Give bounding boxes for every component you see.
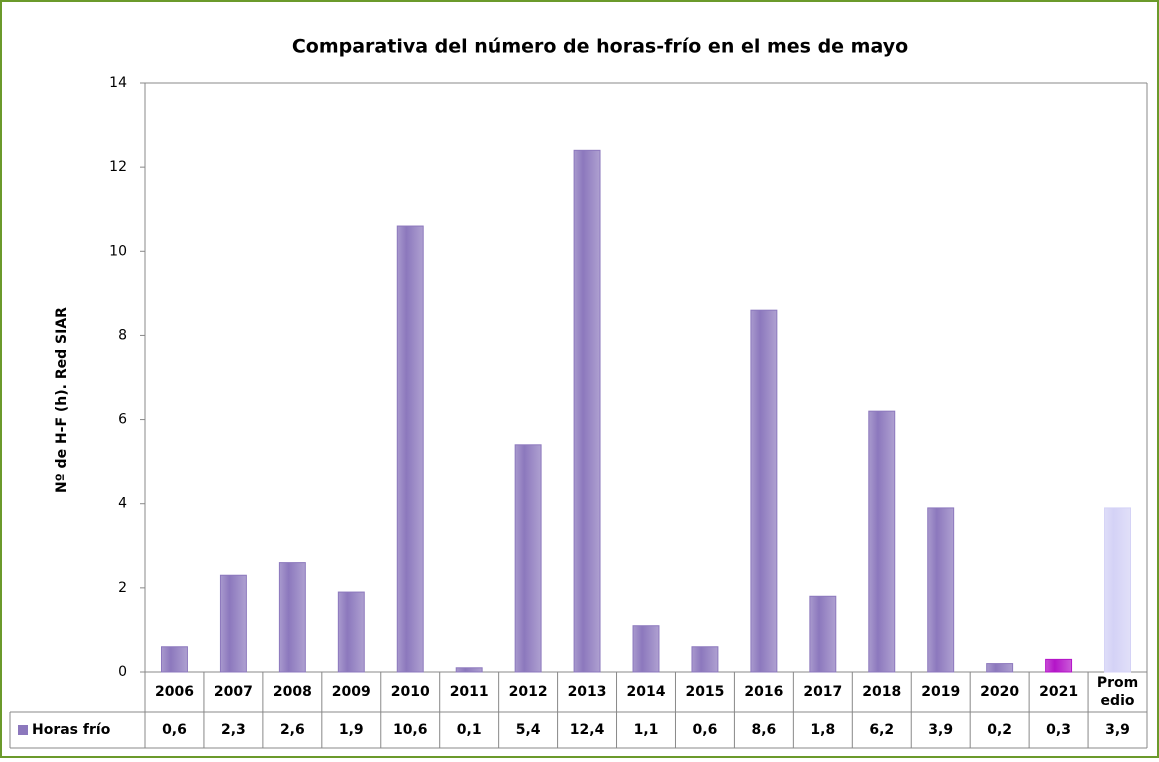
x-tick-label: 2009 [332,684,371,700]
bar [809,595,837,673]
x-tick-label: 2015 [685,684,724,700]
chart-title: Comparativa del número de horas-frío en … [292,36,908,58]
bar [573,149,601,673]
x-tick-label: 2013 [568,684,607,700]
bar [691,646,719,673]
data-label: 0,3 [1046,722,1071,738]
data-label: 12,4 [570,722,605,738]
x-tick-label: 2017 [803,684,842,700]
y-axis-title: Nº de H-F (h). Red SIAR [54,307,70,493]
bar [219,574,247,673]
bar [514,444,542,673]
bar [396,225,424,673]
x-tick-label: Prom edio [1097,675,1138,709]
bar [632,625,660,673]
bar [986,663,1014,673]
y-tick-label: 0 [118,664,127,680]
x-tick-label: 2012 [509,684,548,700]
data-label: 1,8 [810,722,835,738]
y-tick-label: 2 [118,580,127,596]
y-tick-label: 14 [109,75,127,91]
x-tick-label: 2010 [391,684,430,700]
bar [927,507,955,673]
bar [1104,507,1131,673]
data-label: 0,6 [693,722,718,738]
data-label: 2,6 [280,722,305,738]
data-label: 0,6 [162,722,187,738]
legend-label: Horas frío [32,722,111,738]
data-label: 1,1 [634,722,659,738]
data-label: 2,3 [221,722,246,738]
y-tick-label: 6 [118,412,127,428]
x-tick-label: 2008 [273,684,312,700]
bar [868,410,896,673]
data-label: 8,6 [751,722,776,738]
data-label: 0,2 [987,722,1012,738]
y-tick-label: 4 [118,496,127,512]
y-tick-label: 10 [109,243,127,259]
bar [750,309,778,673]
bar [1045,658,1073,673]
x-tick-label: 2011 [450,684,489,700]
x-tick-label: 2016 [744,684,783,700]
legend-swatch [18,725,28,735]
x-tick-label: 2006 [155,684,194,700]
x-tick-label: 2007 [214,684,253,700]
y-tick-label: 12 [109,159,127,175]
x-tick-label: 2021 [1039,684,1078,700]
data-label: 10,6 [393,722,428,738]
x-tick-label: 2020 [980,684,1019,700]
bar [161,646,188,673]
data-label: 3,9 [928,722,953,738]
y-tick-label: 8 [118,327,127,343]
data-label: 1,9 [339,722,364,738]
data-label: 5,4 [516,722,541,738]
x-tick-label: 2014 [627,684,666,700]
data-label: 0,1 [457,722,482,738]
data-label: 3,9 [1105,722,1130,738]
data-label: 6,2 [869,722,894,738]
bar [278,562,306,673]
bar [337,591,365,673]
bar [455,667,483,673]
x-tick-label: 2018 [862,684,901,700]
x-tick-label: 2019 [921,684,960,700]
